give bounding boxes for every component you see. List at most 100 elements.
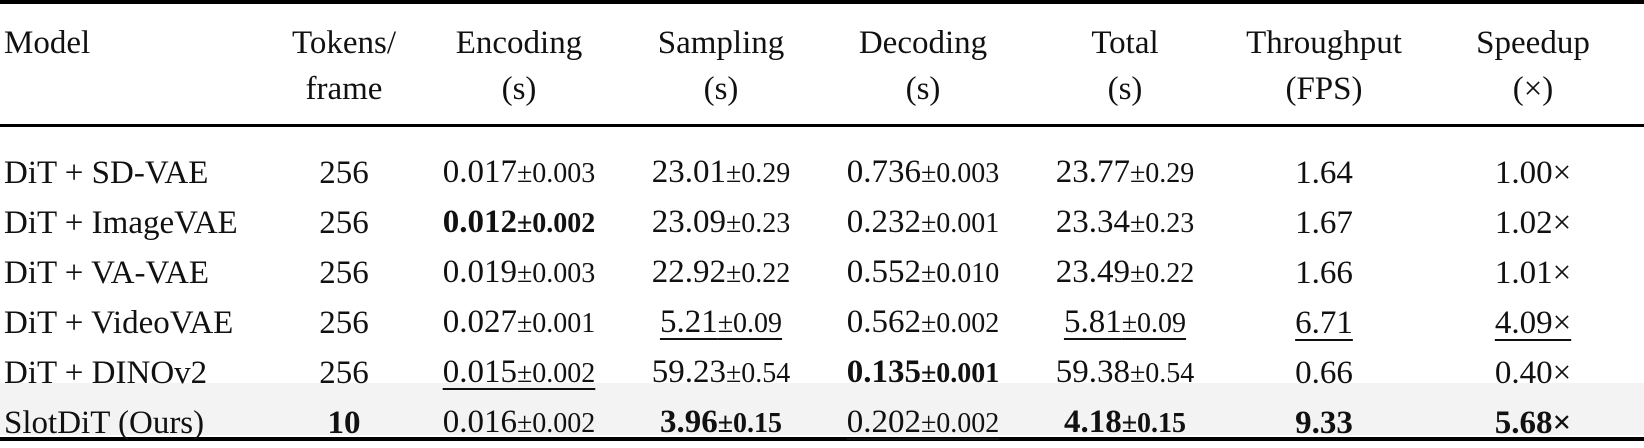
total-cell: 4.18±0.15 xyxy=(1024,398,1226,448)
throughput-cell: 1.64 xyxy=(1295,154,1353,191)
col-header-decoding: Decoding (s) xyxy=(822,8,1024,130)
tokens-cell: 256 xyxy=(319,304,369,341)
encoding-cell: 0.019±0.003 xyxy=(418,248,620,298)
encoding-cell: 0.012±0.002 xyxy=(418,198,620,248)
decoding-std: ±0.001 xyxy=(920,208,1000,239)
sampling-std: ±0.15 xyxy=(717,408,783,439)
speedup-value-underlined: 4.09× xyxy=(1494,304,1572,341)
decoding-cell: 0.232±0.001 xyxy=(822,198,1024,248)
total-cell: 23.49±0.22 xyxy=(1024,248,1226,298)
throughput-cell: 1.66 xyxy=(1295,254,1353,291)
throughput-value-underlined: 6.71 xyxy=(1295,304,1353,341)
encoding-mean: 0.019 xyxy=(442,254,517,290)
decoding-std: ±0.001 xyxy=(920,358,1000,389)
decoding-mean: 0.232 xyxy=(846,204,921,240)
col-header-line1: Encoding xyxy=(455,25,583,61)
decoding-mean: 0.552 xyxy=(846,254,921,290)
total-cell: 5.81±0.09 xyxy=(1024,298,1226,348)
encoding-mean: 0.016 xyxy=(442,404,517,440)
sampling-std: ±0.29 xyxy=(725,158,791,189)
model-cell: DiT + VA-VAE xyxy=(4,254,210,291)
header-spacer xyxy=(0,130,1644,148)
sampling-std: ±0.54 xyxy=(725,358,791,389)
decoding-cell: 0.202±0.002 xyxy=(822,398,1024,448)
col-header-encoding: Encoding (s) xyxy=(418,8,620,130)
col-header-line1: Speedup xyxy=(1476,25,1590,61)
encoding-mean: 0.017 xyxy=(442,154,517,190)
tokens-cell: 256 xyxy=(319,354,369,391)
total-mean: 23.77 xyxy=(1055,154,1130,190)
highlight-row-background xyxy=(0,383,1644,435)
throughput-cell: 0.66 xyxy=(1295,354,1353,391)
sampling-cell: 59.23±0.54 xyxy=(620,348,822,398)
throughput-cell: 6.71 xyxy=(1226,298,1422,348)
sampling-mean: 23.09 xyxy=(651,204,726,240)
model-cell: DiT + ImageVAE xyxy=(4,204,238,241)
decoding-std: ±0.010 xyxy=(920,258,1000,289)
speedup-cell: 1.02× xyxy=(1494,204,1572,241)
table-row: DiT + VideoVAE 256 0.027±0.001 5.21±0.09… xyxy=(0,298,1644,348)
total-std: ±0.29 xyxy=(1129,158,1195,189)
sampling-std: ±0.09 xyxy=(717,308,783,339)
sampling-cell: 5.21±0.09 xyxy=(620,298,822,348)
col-header-sampling: Sampling (s) xyxy=(620,8,822,130)
sampling-value-underlined: 5.21±0.09 xyxy=(660,304,782,340)
decoding-cell: 0.736±0.003 xyxy=(822,148,1024,198)
sampling-cell: 23.09±0.23 xyxy=(620,198,822,248)
sampling-mean: 5.21 xyxy=(659,304,718,340)
col-header-line1: Total xyxy=(1091,25,1159,61)
total-std: ±0.54 xyxy=(1129,358,1195,389)
encoding-std: ±0.002 xyxy=(516,408,596,439)
col-header-line2: (×) xyxy=(1512,71,1554,107)
model-cell: DiT + SD-VAE xyxy=(4,154,209,191)
encoding-std: ±0.001 xyxy=(516,308,596,339)
encoding-std: ±0.003 xyxy=(516,158,596,189)
sampling-mean: 22.92 xyxy=(651,254,726,290)
total-cell: 59.38±0.54 xyxy=(1024,348,1226,398)
table-row: DiT + SD-VAE 256 0.017±0.003 23.01±0.29 … xyxy=(0,148,1644,198)
table-row: DiT + DINOv2 256 0.015±0.002 59.23±0.54 … xyxy=(0,348,1644,398)
sampling-mean: 23.01 xyxy=(651,154,726,190)
encoding-cell: 0.016±0.002 xyxy=(418,398,620,448)
total-cell: 23.34±0.23 xyxy=(1024,198,1226,248)
decoding-std: ±0.002 xyxy=(920,308,1000,339)
total-mean: 5.81 xyxy=(1063,304,1122,340)
model-cell: SlotDiT (Ours) xyxy=(4,404,205,441)
col-header-throughput: Throughput (FPS) xyxy=(1226,8,1422,130)
sampling-std: ±0.23 xyxy=(725,208,791,239)
decoding-cell: 0.135±0.001 xyxy=(822,348,1024,398)
encoding-mean: 0.027 xyxy=(442,304,517,340)
bottom-rule xyxy=(0,437,1644,441)
total-cell: 23.77±0.29 xyxy=(1024,148,1226,198)
col-header-line1: Model xyxy=(4,25,91,61)
col-header-line1: Decoding xyxy=(858,25,988,61)
table-row: DiT + ImageVAE 256 0.012±0.002 23.09±0.2… xyxy=(0,198,1644,248)
total-mean: 23.49 xyxy=(1055,254,1130,290)
decoding-mean: 0.135 xyxy=(846,354,921,390)
total-std: ±0.15 xyxy=(1121,408,1187,439)
speedup-cell: 4.09× xyxy=(1422,298,1644,348)
sampling-mean: 59.23 xyxy=(651,354,726,390)
table-row: DiT + VA-VAE 256 0.019±0.003 22.92±0.22 … xyxy=(0,248,1644,298)
total-mean: 4.18 xyxy=(1063,404,1122,440)
tokens-cell: 256 xyxy=(319,254,369,291)
total-mean: 23.34 xyxy=(1055,204,1130,240)
encoding-std: ±0.002 xyxy=(516,208,596,239)
spacer-cell xyxy=(0,130,1644,148)
encoding-std: ±0.002 xyxy=(516,358,596,389)
results-table: Model Tokens/ frame Encoding (s) Samplin… xyxy=(0,8,1644,448)
header-row: Model Tokens/ frame Encoding (s) Samplin… xyxy=(0,8,1644,130)
decoding-std: ±0.003 xyxy=(920,158,1000,189)
model-cell: DiT + DINOv2 xyxy=(4,354,208,391)
col-header-line1: Throughput xyxy=(1246,25,1402,61)
tokens-cell: 256 xyxy=(319,204,369,241)
decoding-std: ±0.002 xyxy=(920,408,1000,439)
encoding-std: ±0.003 xyxy=(516,258,596,289)
speedup-cell: 0.40× xyxy=(1494,354,1572,391)
col-header-line2: (s) xyxy=(905,71,941,107)
encoding-cell: 0.015±0.002 xyxy=(418,348,620,398)
sampling-cell: 3.96±0.15 xyxy=(620,398,822,448)
top-rule xyxy=(0,0,1644,4)
tokens-cell: 10 xyxy=(327,404,361,441)
total-std: ±0.09 xyxy=(1121,308,1187,339)
